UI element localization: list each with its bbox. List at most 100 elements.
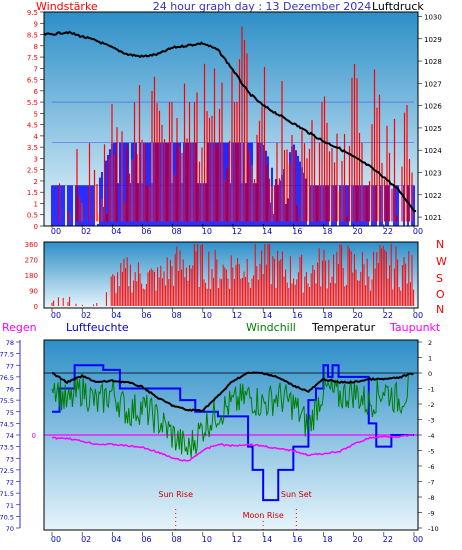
hour-tick-label: 10 bbox=[202, 227, 212, 236]
temperature-tick-label: -2 bbox=[428, 401, 434, 409]
temperature-series-layer: Sun Rise Sun Set Moon Rise bbox=[44, 364, 418, 530]
pressure-tick-label: 1030 bbox=[424, 13, 442, 21]
pressure-tick-label: 1024 bbox=[424, 147, 442, 155]
humidity-tick-label: 77.5 bbox=[0, 351, 14, 359]
hour-tick-label: 16 bbox=[292, 227, 302, 236]
temperature-tick-label: -8 bbox=[428, 494, 434, 502]
hour-tick-label: 00 bbox=[51, 535, 61, 544]
wind-tick-label: 5 bbox=[34, 110, 38, 118]
hour-tick-label: 14 bbox=[262, 311, 272, 320]
humidity-tick-label: 73.5 bbox=[0, 444, 14, 452]
wind-tick-label: 2.5 bbox=[27, 167, 38, 175]
pressure-tick-label: 1022 bbox=[424, 192, 442, 200]
humidity-tick-label: 70.5 bbox=[0, 513, 14, 521]
hour-tick-label: 00 bbox=[413, 535, 423, 544]
humidity-tick-label: 76.5 bbox=[0, 374, 14, 382]
wind-tick-label: 6.5 bbox=[27, 77, 38, 85]
hour-tick-label: 06 bbox=[141, 227, 151, 236]
hour-tick-label: 14 bbox=[262, 535, 272, 544]
direction-tick-label: 90 bbox=[29, 288, 38, 296]
wind-tick-label: 7.5 bbox=[27, 54, 38, 62]
hour-tick-label: 08 bbox=[172, 535, 182, 544]
temperature-tick-label: -9 bbox=[428, 510, 434, 518]
humidity-tick-label: 76 bbox=[6, 386, 14, 394]
hour-tick-label: 22 bbox=[383, 227, 393, 236]
wind-tick-label: 1.5 bbox=[27, 189, 38, 197]
astro-marker-label: Sun Set bbox=[281, 490, 312, 499]
temperature-tick-label: -5 bbox=[428, 448, 434, 456]
wind-tick-label: 2 bbox=[34, 178, 38, 186]
wind-tick-label: 1 bbox=[34, 200, 38, 208]
hour-tick-label: 20 bbox=[353, 227, 363, 236]
humidity-tick-label: 71 bbox=[6, 502, 14, 510]
rain-axis-label: 0 bbox=[32, 432, 36, 440]
pressure-tick-label: 1023 bbox=[424, 170, 442, 178]
hour-tick-label: 08 bbox=[172, 227, 182, 236]
temperature-line bbox=[51, 371, 414, 412]
hour-tick-label: 16 bbox=[292, 535, 302, 544]
hour-tick-label: 20 bbox=[353, 535, 363, 544]
hour-tick-label: 14 bbox=[262, 227, 272, 236]
hour-tick-label: 08 bbox=[172, 311, 182, 320]
hour-tick-label: 12 bbox=[232, 311, 242, 320]
wind-strength-title: Windstärke bbox=[36, 0, 98, 13]
wind-tick-label: 8 bbox=[34, 43, 38, 51]
wind-tick-label: 0.5 bbox=[27, 212, 38, 220]
dewpoint-line bbox=[51, 433, 414, 462]
humidity-tick-label: 74.5 bbox=[0, 420, 14, 428]
hour-tick-label: 22 bbox=[383, 311, 393, 320]
windchill-line bbox=[51, 372, 414, 458]
hour-tick-label: 00 bbox=[413, 227, 423, 236]
wind-tick-label: 3.5 bbox=[27, 144, 38, 152]
hour-tick-label: 04 bbox=[111, 535, 121, 544]
pressure-title: Luftdruck bbox=[372, 0, 424, 13]
humidity-tick-label: 71.5 bbox=[0, 490, 14, 498]
humidity-tick-label: 70 bbox=[6, 525, 14, 533]
pressure-line bbox=[43, 30, 417, 213]
humidity-tick-label: 75 bbox=[6, 409, 14, 417]
hour-tick-label: 04 bbox=[111, 311, 121, 320]
temperature-tick-label: -3 bbox=[428, 417, 434, 425]
hour-tick-label: 00 bbox=[413, 311, 423, 320]
pressure-tick-label: 1027 bbox=[424, 80, 442, 88]
hour-tick-label: 22 bbox=[383, 535, 393, 544]
wind-tick-label: 8.5 bbox=[27, 32, 38, 40]
astro-marker-label: Sun Rise bbox=[158, 490, 193, 499]
hour-tick-label: 18 bbox=[322, 311, 332, 320]
hour-tick-label: 18 bbox=[322, 227, 332, 236]
compass-label: N bbox=[436, 238, 444, 251]
astro-marker-label: Moon Rise bbox=[243, 511, 284, 520]
windchill-label: Windchill bbox=[246, 321, 296, 334]
temperature-tick-label: -4 bbox=[428, 432, 434, 440]
dewpoint-label: Taupunkt bbox=[389, 321, 441, 334]
wind-tick-label: 4.5 bbox=[27, 122, 38, 130]
rain-label: Regen bbox=[2, 321, 37, 334]
humidity-tick-label: 73 bbox=[6, 455, 14, 463]
direction-tick-label: 0 bbox=[34, 303, 38, 311]
hour-tick-label: 10 bbox=[202, 311, 212, 320]
direction-tick-label: 270 bbox=[25, 257, 38, 265]
compass-label: S bbox=[436, 272, 443, 285]
hour-tick-label: 02 bbox=[81, 311, 91, 320]
hour-tick-label: 18 bbox=[322, 535, 332, 544]
direction-panel-frame bbox=[43, 241, 419, 309]
direction-tick-label: 180 bbox=[25, 272, 38, 280]
humidity-line bbox=[52, 364, 414, 502]
wind-tick-label: 9 bbox=[34, 20, 38, 28]
temperature-tick-label: 2 bbox=[428, 339, 432, 347]
hour-tick-label: 06 bbox=[141, 535, 151, 544]
compass-label: N bbox=[436, 303, 444, 316]
axis-layer: 00.511.522.533.544.555.566.577.588.599.5… bbox=[0, 9, 447, 544]
hour-tick-label: 02 bbox=[81, 227, 91, 236]
wind-tick-label: 3 bbox=[34, 155, 38, 163]
temperature-panel-frame bbox=[43, 339, 419, 531]
wind-tick-label: 6 bbox=[34, 88, 39, 96]
hour-tick-label: 10 bbox=[202, 535, 212, 544]
humidity-tick-label: 72 bbox=[6, 479, 14, 487]
hour-tick-label: 20 bbox=[353, 311, 363, 320]
temperature-tick-label: 0 bbox=[428, 370, 432, 378]
pressure-tick-label: 1029 bbox=[424, 36, 442, 44]
wind-tick-label: 5.5 bbox=[27, 99, 38, 107]
wind-series-layer bbox=[43, 26, 417, 226]
